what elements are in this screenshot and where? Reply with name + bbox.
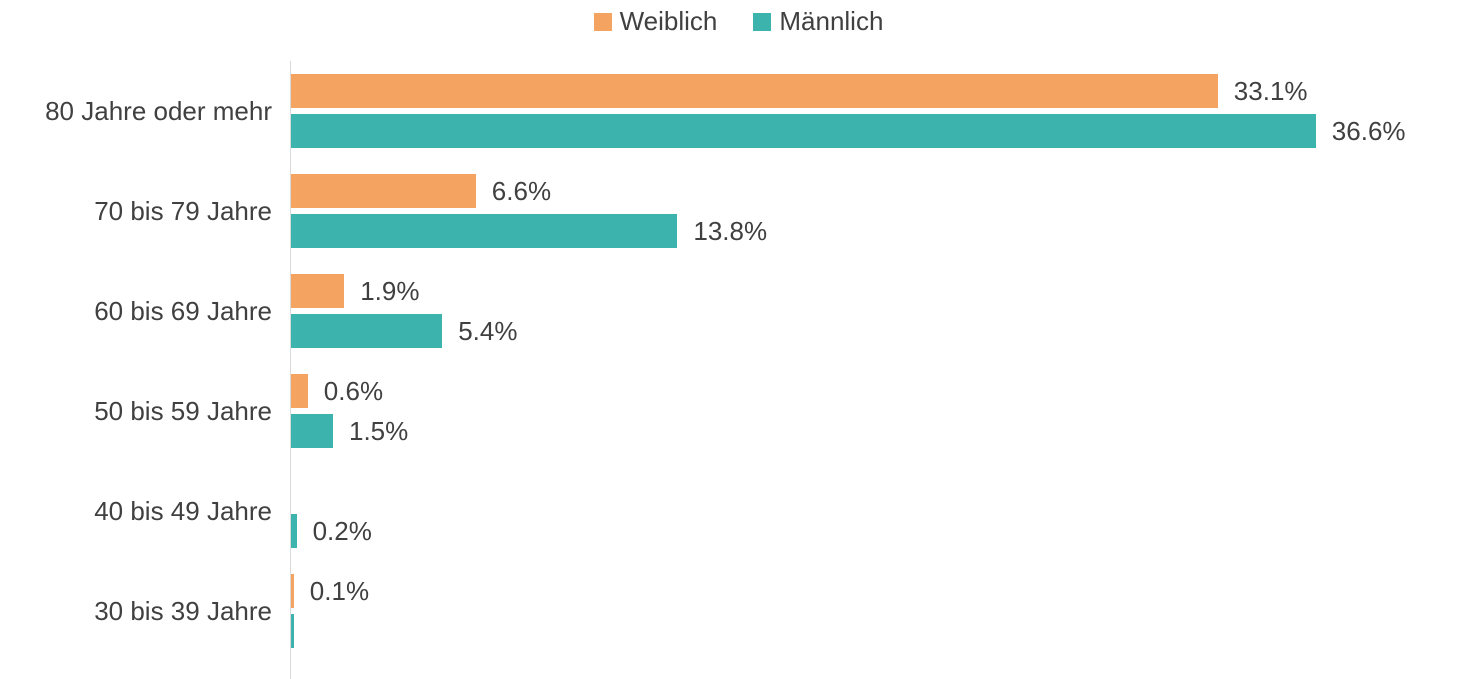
axis-line-extension <box>290 661 1477 679</box>
bars-area: 0.2% <box>290 461 1477 561</box>
bar <box>291 274 344 308</box>
legend-item-weiblich: Weiblich <box>594 6 718 37</box>
category-row: 60 bis 69 Jahre 1.9% 5.4% <box>0 261 1477 361</box>
bar-line <box>291 474 1477 508</box>
bar-line: 6.6% <box>291 174 1477 208</box>
bar-value-label: 36.6% <box>1332 116 1406 147</box>
bars-wrap: 33.1% 36.6% <box>291 61 1477 161</box>
legend-label-maennlich: Männlich <box>779 6 883 37</box>
bar-line: 1.5% <box>291 414 1477 448</box>
legend: Weiblich Männlich <box>0 0 1477 61</box>
bar <box>291 174 476 208</box>
bars-wrap: 0.1% <box>291 561 1477 661</box>
bar <box>291 614 294 648</box>
bar-line: 5.4% <box>291 314 1477 348</box>
bar <box>291 574 294 608</box>
bars-area: 0.1% <box>290 561 1477 661</box>
bar <box>291 374 308 408</box>
legend-swatch-weiblich <box>594 13 612 31</box>
bars-area: 6.6% 13.8% <box>290 161 1477 261</box>
bar-value-label: 1.9% <box>360 276 419 307</box>
category-label: 60 bis 69 Jahre <box>0 296 290 327</box>
bar-line: 1.9% <box>291 274 1477 308</box>
category-row: 80 Jahre oder mehr 33.1% 36.6% <box>0 61 1477 161</box>
bar <box>291 414 333 448</box>
legend-label-weiblich: Weiblich <box>620 6 718 37</box>
bar-line: 36.6% <box>291 114 1477 148</box>
bar-value-label: 1.5% <box>349 416 408 447</box>
category-row: 40 bis 49 Jahre 0.2% <box>0 461 1477 561</box>
legend-item-maennlich: Männlich <box>753 6 883 37</box>
bar <box>291 114 1316 148</box>
bar-value-label: 33.1% <box>1234 76 1308 107</box>
bar-line: 0.1% <box>291 574 1477 608</box>
category-row: 70 bis 79 Jahre 6.6% 13.8% <box>0 161 1477 261</box>
bar <box>291 74 1218 108</box>
bar-value-label: 0.1% <box>310 576 369 607</box>
category-label: 50 bis 59 Jahre <box>0 396 290 427</box>
bars-area: 0.6% 1.5% <box>290 361 1477 461</box>
bar <box>291 214 677 248</box>
category-label: 70 bis 79 Jahre <box>0 196 290 227</box>
category-row: 30 bis 39 Jahre 0.1% <box>0 561 1477 661</box>
category-row: 50 bis 59 Jahre 0.6% 1.5% <box>0 361 1477 461</box>
category-label: 80 Jahre oder mehr <box>0 96 290 127</box>
bar-line: 0.2% <box>291 514 1477 548</box>
bar-value-label: 6.6% <box>492 176 551 207</box>
bars-wrap: 1.9% 5.4% <box>291 261 1477 361</box>
bar <box>291 514 297 548</box>
bars-area: 1.9% 5.4% <box>290 261 1477 361</box>
chart-container: Weiblich Männlich 80 Jahre oder mehr33.1… <box>0 0 1477 677</box>
bar-value-label: 0.2% <box>313 516 372 547</box>
category-label: 30 bis 39 Jahre <box>0 596 290 627</box>
bars-wrap: 6.6% 13.8% <box>291 161 1477 261</box>
plot-area: 80 Jahre oder mehr 33.1% 36.6% 70 bis 79 Ja… <box>0 61 1477 661</box>
bars-area: 33.1% 36.6% <box>290 61 1477 161</box>
bar-value-label: 5.4% <box>458 316 517 347</box>
bar-line <box>291 614 1477 648</box>
bar-line: 13.8% <box>291 214 1477 248</box>
bar-value-label: 0.6% <box>324 376 383 407</box>
bars-wrap: 0.2% <box>291 461 1477 561</box>
category-label: 40 bis 49 Jahre <box>0 496 290 527</box>
bar-value-label: 13.8% <box>693 216 767 247</box>
bar-line: 33.1% <box>291 74 1477 108</box>
legend-swatch-maennlich <box>753 13 771 31</box>
bars-wrap: 0.6% 1.5% <box>291 361 1477 461</box>
bar <box>291 314 442 348</box>
bar-line: 0.6% <box>291 374 1477 408</box>
